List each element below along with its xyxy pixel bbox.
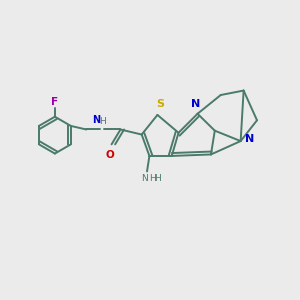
Text: H: H [154, 174, 161, 183]
Text: H: H [149, 174, 155, 183]
Text: S: S [156, 99, 164, 109]
Text: N: N [141, 174, 148, 183]
Text: H: H [99, 117, 105, 126]
Text: F: F [51, 97, 58, 107]
Text: N: N [190, 99, 200, 109]
Text: N: N [92, 115, 100, 125]
Text: O: O [105, 150, 114, 160]
Text: N: N [245, 134, 254, 144]
